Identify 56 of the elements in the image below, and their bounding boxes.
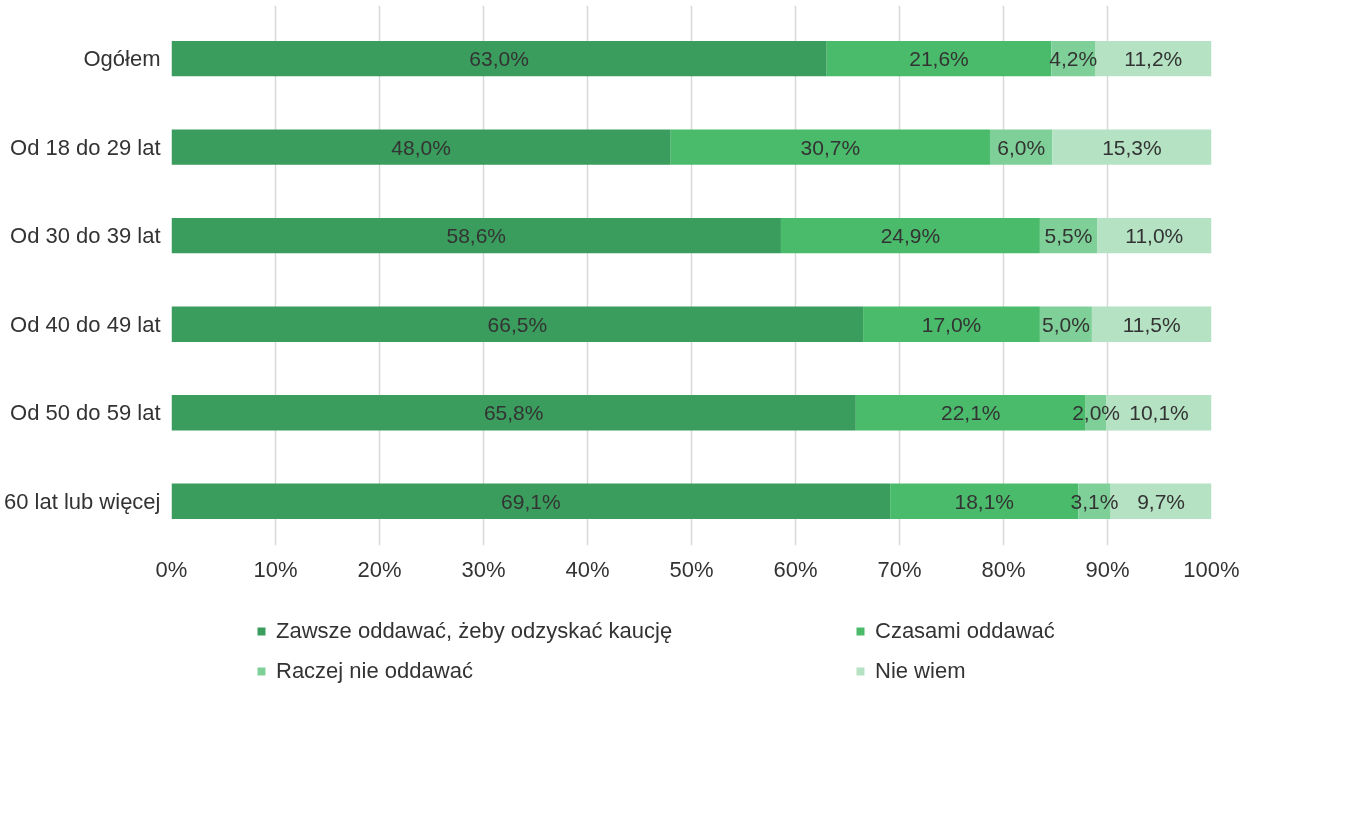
- legend-label: Raczej nie oddawać: [276, 658, 474, 684]
- x-tick-label: 70%: [877, 556, 922, 582]
- bar: [171, 40, 827, 77]
- y-tick-label: Od 18 do 29 lat: [10, 134, 161, 160]
- bar: [171, 129, 671, 165]
- data-label: 66,5%: [487, 312, 548, 336]
- data-label: 3,1%: [1070, 489, 1119, 513]
- data-label: 4,2%: [1049, 47, 1098, 71]
- bar: [171, 217, 781, 254]
- data-label: 30,7%: [800, 135, 861, 159]
- data-label: 69,1%: [501, 489, 561, 513]
- data-label: 17,0%: [921, 312, 982, 336]
- x-tick-label: 20%: [357, 556, 402, 582]
- data-label: 65,8%: [483, 401, 544, 425]
- y-tick-label: Od 30 do 39 lat: [10, 223, 161, 249]
- data-label: 5,0%: [1041, 312, 1090, 336]
- x-tick-label: 100%: [1183, 556, 1240, 582]
- bar: [670, 129, 990, 165]
- bar: [1091, 306, 1212, 342]
- data-label: 63,0%: [469, 47, 529, 71]
- x-tick-label: 60%: [773, 556, 818, 582]
- data-label: 18,1%: [954, 489, 1015, 513]
- y-tick-label: Ogółem: [83, 46, 161, 72]
- data-label: 11,2%: [1124, 47, 1183, 71]
- bar: [780, 217, 1040, 254]
- x-tick-label: 0%: [155, 556, 188, 582]
- x-tick-label: 40%: [565, 556, 610, 582]
- y-tick-label: Od 50 do 59 lat: [10, 400, 161, 426]
- y-tick-label: 60 lat lub więcej: [3, 488, 161, 514]
- data-label: 6,0%: [997, 135, 1046, 159]
- legend-label: Nie wiem: [875, 658, 967, 684]
- data-label: 5,5%: [1044, 224, 1093, 248]
- data-label: 58,6%: [446, 224, 506, 248]
- x-tick-label: 80%: [981, 556, 1026, 582]
- bar: [171, 306, 864, 342]
- data-label: 11,5%: [1122, 312, 1181, 336]
- legend-label: Zawsze oddawać, żeby odzyskać kaucję: [276, 618, 674, 644]
- x-tick-label: 10%: [253, 556, 298, 582]
- bar: [171, 395, 856, 431]
- data-label: 21,6%: [909, 47, 969, 71]
- data-label: 15,3%: [1102, 135, 1162, 159]
- x-tick-label: 50%: [669, 556, 714, 582]
- data-label: 22,1%: [940, 401, 1001, 425]
- data-label: 24,9%: [880, 224, 941, 248]
- data-label: 48,0%: [391, 135, 451, 159]
- bar: [171, 483, 891, 519]
- data-label: 9,7%: [1137, 489, 1185, 513]
- data-label: 10,1%: [1129, 401, 1189, 425]
- y-tick-label: Od 40 do 49 lat: [10, 311, 161, 337]
- x-tick-label: 30%: [461, 556, 506, 582]
- legend-label: Czasami oddawać: [875, 618, 1056, 644]
- x-tick-label: 90%: [1085, 556, 1130, 582]
- data-label: 11,0%: [1125, 224, 1184, 248]
- data-label: 2,0%: [1072, 401, 1120, 425]
- bar: [863, 306, 1040, 342]
- bar: [1052, 129, 1212, 165]
